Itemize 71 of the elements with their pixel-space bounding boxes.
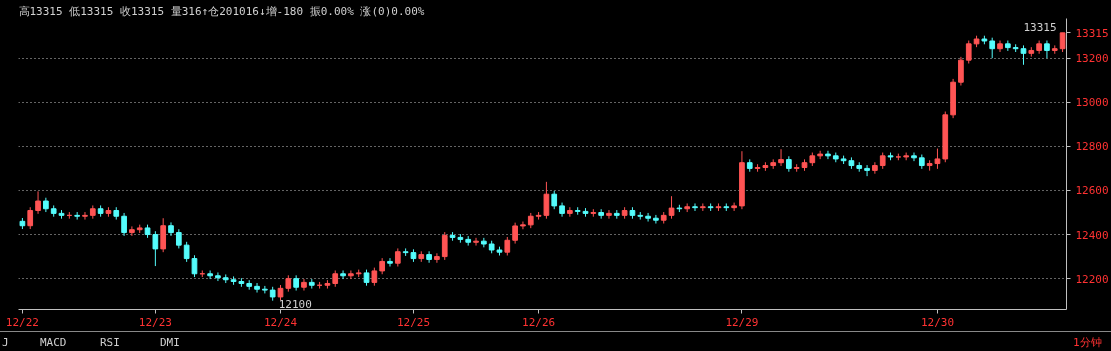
text: MACD [40, 335, 67, 351]
candlestick [301, 278, 307, 292]
x-tick-label: 12/22 [5, 315, 39, 329]
candlestick [567, 206, 573, 218]
text: DMI [160, 335, 180, 351]
candlestick [778, 148, 784, 167]
candlestick [215, 271, 221, 282]
candlestick [121, 212, 127, 237]
candlestick [965, 40, 972, 64]
candlestick [645, 212, 651, 223]
candlestick [872, 161, 878, 175]
candlestick [441, 231, 448, 261]
y-tick-label: 13200 [1075, 52, 1109, 66]
x-tick-label: 12/25 [396, 315, 431, 329]
text: RSI [100, 335, 120, 351]
annotation: 13315 [1023, 20, 1057, 34]
candlestick [254, 282, 260, 294]
annotation: 12100 [278, 297, 312, 311]
candlestick [175, 228, 182, 249]
candlestick [504, 236, 511, 256]
candlestick [27, 206, 34, 230]
y-tick-label: 12800 [1075, 140, 1109, 154]
candlestick [817, 150, 823, 160]
candlestick [387, 257, 393, 268]
candlestick [692, 202, 698, 212]
candlestick [543, 181, 550, 220]
chart-title: 高13315 低13315 收13315 量316↑仓201016↓增-180 振0.00% 涨(0)0.00% [18, 4, 425, 18]
x-tick-label: 12/26 [522, 315, 556, 329]
text: 1分钟 [1073, 335, 1102, 351]
candlestick [207, 269, 213, 280]
candlestick [426, 250, 432, 264]
x-tick-label: 12/23 [138, 315, 172, 329]
x-tick-label: 12/24 [263, 315, 298, 329]
candlestick [160, 217, 167, 253]
candlestick [825, 150, 831, 160]
y-tick-label: 13315 [1075, 26, 1109, 40]
candlestick [371, 267, 378, 287]
candlestick [551, 190, 558, 210]
candlestick [191, 254, 198, 278]
candlestick [989, 37, 996, 59]
candlestick [82, 211, 88, 221]
candlestick [958, 56, 964, 87]
candlestick [731, 202, 737, 212]
candlestick [512, 222, 518, 245]
candlestick [911, 152, 917, 162]
candlestick [434, 252, 440, 264]
y-tick-label: 12400 [1075, 228, 1109, 242]
candlestick [35, 190, 41, 215]
candlestick [340, 269, 346, 280]
text: J [2, 335, 9, 351]
candlestick [473, 237, 479, 247]
candlestick [520, 221, 526, 230]
candlestick [348, 269, 354, 280]
x-tick-label: 12/29 [725, 315, 759, 329]
x-tick-label: 12/30 [920, 315, 955, 329]
candlestick [653, 214, 659, 225]
y-tick-label: 12200 [1075, 272, 1109, 286]
candlestick [129, 225, 135, 237]
candlestick [183, 241, 190, 263]
candlestick [668, 195, 675, 220]
candlestick [864, 164, 870, 177]
candlestick [1059, 32, 1066, 53]
candlestick [1020, 44, 1027, 66]
candlestick [262, 285, 268, 294]
candlestick [997, 40, 1003, 53]
candlestick [606, 209, 612, 220]
candlestick [168, 221, 174, 237]
y-tick-label: 12600 [1075, 184, 1109, 198]
candlestick [394, 247, 401, 268]
candlestick [1044, 40, 1050, 59]
y-tick-label: 13000 [1075, 96, 1109, 110]
